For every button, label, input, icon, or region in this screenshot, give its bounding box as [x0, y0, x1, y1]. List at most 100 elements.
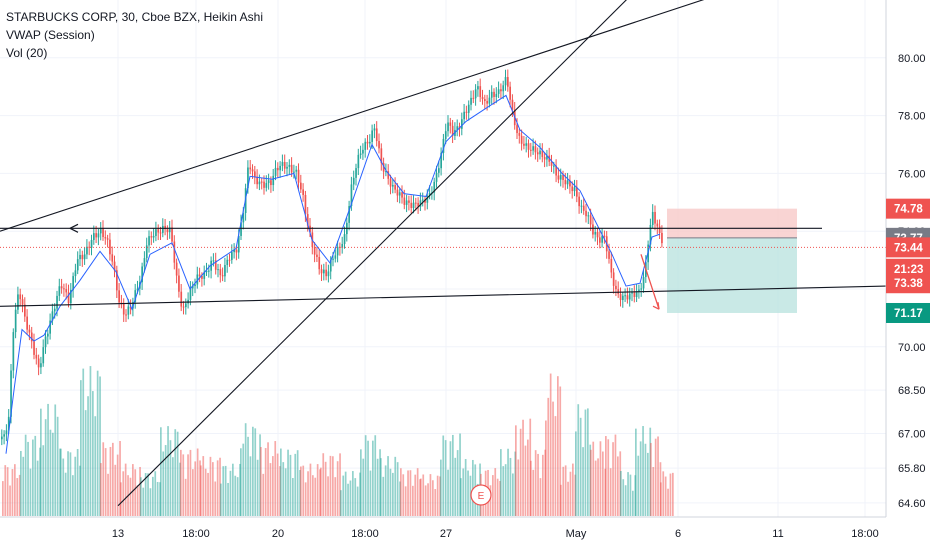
volume-bar: [436, 475, 439, 516]
volume-bar: [422, 474, 425, 516]
volume-bar: [327, 476, 329, 516]
volume-bar: [509, 457, 512, 516]
volume-bar: [429, 474, 432, 516]
position-zones: [667, 208, 797, 313]
volume-bar: [162, 451, 165, 516]
candle-body: [178, 275, 180, 292]
candle-body: [129, 306, 132, 309]
volume-bar: [367, 440, 369, 516]
candle-body: [332, 258, 334, 260]
symbol-title[interactable]: STARBUCKS CORP, 30, Cboe BZX, Heikin Ash…: [6, 10, 263, 24]
candle-body: [479, 86, 482, 98]
price-tick-label: 64.60: [898, 498, 926, 510]
candle-body: [380, 148, 383, 164]
volume-bar: [224, 465, 227, 516]
candle-body: [53, 308, 56, 312]
volume-bar: [524, 445, 527, 516]
volume-bar: [572, 463, 574, 516]
candle-body: [3, 434, 5, 437]
time-axis[interactable]: 13 18:00 20 18:00 27 May 6 11 18:00: [0, 516, 886, 540]
time-tick-label: 13: [112, 528, 124, 540]
volume-bar: [562, 466, 565, 516]
candle-body: [290, 164, 293, 173]
volume-bar: [427, 483, 429, 516]
candle-body: [507, 77, 509, 87]
trendlines[interactable]: [0, 0, 887, 507]
volume-bar: [402, 474, 405, 516]
candle-body: [316, 254, 318, 257]
vwap-layer: [5, 94, 661, 454]
candle-body: [19, 294, 22, 300]
candle-body: [272, 175, 275, 186]
volume-bar: [274, 441, 277, 516]
volume-legend[interactable]: Vol (20): [6, 46, 48, 60]
volume-bar: [122, 471, 125, 516]
volume-bar: [176, 431, 179, 516]
candle-body: [323, 269, 325, 274]
candle-body: [180, 291, 183, 307]
volume-bar: [560, 484, 562, 516]
price-axis[interactable]: 80.0078.0076.0074.0072.0070.0068.5067.00…: [885, 0, 932, 550]
volume-bar: [62, 458, 65, 516]
volume-bar: [180, 449, 182, 516]
volume-bar: [537, 453, 539, 516]
candle-body: [297, 169, 300, 183]
earnings-label: E: [478, 491, 485, 502]
volume-bar: [102, 442, 105, 516]
volume-bar: [396, 462, 399, 516]
volume-bar: [116, 454, 119, 516]
candle-body: [520, 135, 523, 144]
volume-bar: [52, 432, 54, 516]
volume-bar: [447, 469, 449, 516]
volume-bar: [356, 486, 359, 516]
candle-body: [435, 172, 438, 182]
volume-bar: [304, 482, 307, 516]
candle-body: [150, 236, 153, 238]
candle-body: [622, 295, 624, 301]
volume-bar: [104, 448, 107, 516]
volume-bar: [27, 441, 29, 516]
candle-body: [578, 196, 580, 207]
candle-body: [449, 122, 452, 126]
candle-body: [635, 291, 638, 297]
candle-body: [122, 303, 125, 315]
candle-body: [249, 167, 252, 170]
volume-bar: [547, 397, 550, 516]
volume-bar: [360, 449, 362, 516]
volume-bar: [364, 435, 367, 516]
volume-bar: [504, 464, 507, 516]
candle-body: [539, 150, 541, 155]
volume-bar: [605, 436, 607, 516]
volume-bar: [522, 419, 524, 516]
volume-bar: [272, 456, 274, 516]
candle-body: [214, 260, 217, 270]
volume-bar: [669, 473, 672, 516]
candle-body: [378, 141, 380, 149]
volume-bar: [64, 472, 67, 516]
volume-bar: [340, 490, 342, 516]
candle-body: [217, 269, 219, 271]
volume-bar: [374, 435, 377, 516]
candle-body: [628, 293, 631, 300]
volume-bar: [320, 467, 322, 516]
volume-bar: [222, 466, 225, 516]
volume-bar: [200, 465, 202, 516]
candle-body: [610, 258, 613, 273]
volume-bar: [76, 449, 79, 516]
candle-body: [12, 332, 15, 371]
candle-body: [198, 274, 201, 276]
vwap-legend[interactable]: VWAP (Session): [6, 28, 95, 42]
candle-body: [615, 285, 617, 290]
candle-body: [633, 292, 636, 297]
candle-body: [555, 165, 557, 176]
volume-bar: [276, 453, 279, 516]
candle-body: [293, 171, 295, 173]
candle-body: [656, 223, 659, 227]
volume-bar: [312, 475, 314, 516]
candle-body: [626, 295, 629, 300]
candle-body: [274, 167, 277, 176]
volume-bar: [214, 481, 217, 516]
volume-bar: [74, 456, 77, 516]
volume-bar: [369, 470, 372, 516]
